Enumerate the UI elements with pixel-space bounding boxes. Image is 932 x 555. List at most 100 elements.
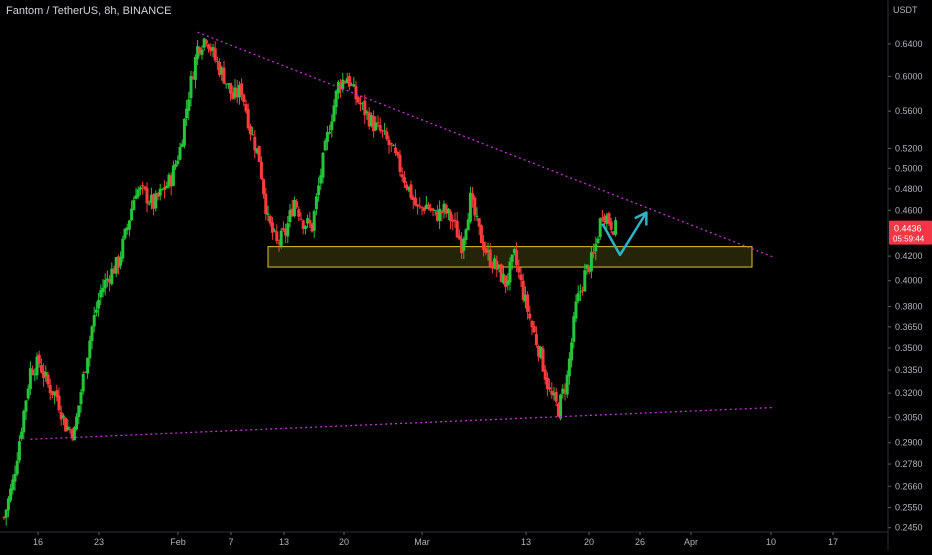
candle-body <box>372 116 376 132</box>
candle-body <box>343 81 347 83</box>
candle <box>233 79 237 100</box>
candle-body <box>422 207 426 212</box>
candle <box>209 43 213 57</box>
price-tick-label: 0.4000 <box>895 276 923 286</box>
price-tick-label: 0.4200 <box>895 251 923 261</box>
candle-body <box>583 270 587 292</box>
price-tick-label: 0.2900 <box>895 438 923 448</box>
candle <box>145 182 149 213</box>
candle-body <box>259 161 263 179</box>
candle-body <box>477 218 481 227</box>
candle-body <box>457 235 461 240</box>
candle-body <box>400 174 404 178</box>
candle-body <box>495 260 499 270</box>
candle-body <box>105 278 109 281</box>
candle <box>380 129 384 138</box>
candle-body <box>402 177 406 184</box>
candle-body <box>103 279 107 289</box>
candle-body <box>438 208 442 221</box>
candle-body <box>46 374 50 385</box>
candle <box>556 401 560 418</box>
candle <box>103 273 107 296</box>
candle <box>251 126 255 136</box>
time-tick-label: 26 <box>635 537 645 547</box>
candle <box>482 234 486 257</box>
time-tick-label: 16 <box>33 537 43 547</box>
candle-body <box>37 354 41 364</box>
candle-body <box>611 231 615 235</box>
candle-body <box>332 105 336 122</box>
candle <box>526 291 530 320</box>
candle-body <box>567 358 571 377</box>
candle <box>182 118 186 149</box>
candle <box>169 172 173 196</box>
candle <box>176 155 180 166</box>
time-tick-label: 13 <box>521 537 531 547</box>
candle <box>581 286 585 296</box>
candle <box>592 243 596 259</box>
candle-body <box>464 229 468 241</box>
candle-body <box>15 460 19 475</box>
price-tick-label: 0.2550 <box>895 503 923 513</box>
candle-body <box>279 230 283 246</box>
candle-body <box>321 152 325 178</box>
candle-body <box>127 220 131 230</box>
candle-body <box>405 184 409 189</box>
price-tick-label: 0.5000 <box>895 163 923 173</box>
candle <box>517 259 521 279</box>
candle <box>284 223 288 243</box>
candle-body <box>136 189 140 197</box>
candle-body <box>22 410 26 433</box>
candle-body <box>424 204 428 210</box>
candle <box>121 235 125 263</box>
candle-body <box>171 165 175 186</box>
candle <box>378 117 382 134</box>
ascending-support-trendline <box>30 406 775 440</box>
candle-body <box>451 219 455 222</box>
candle-body <box>556 403 560 417</box>
candle <box>240 78 244 101</box>
candle-body <box>460 238 464 254</box>
candle-body <box>545 377 549 389</box>
candle-body <box>33 374 37 376</box>
candle-body <box>187 99 191 111</box>
price-tick-label: 0.3800 <box>895 302 923 312</box>
candle <box>387 135 391 154</box>
candle-body <box>376 122 380 124</box>
candle <box>545 372 549 396</box>
candle <box>53 391 57 405</box>
candle <box>57 387 61 413</box>
candle-body <box>552 393 556 396</box>
candle <box>297 206 301 222</box>
candle <box>314 193 318 216</box>
candle-body <box>587 266 591 273</box>
candle-body <box>468 192 472 222</box>
candle-body <box>125 227 129 231</box>
candle-body <box>231 92 235 100</box>
candle <box>211 43 215 58</box>
candle-body <box>352 84 356 87</box>
candle <box>125 223 129 235</box>
candle <box>479 224 483 244</box>
candle <box>330 114 334 138</box>
candle-body <box>548 387 552 390</box>
price-tick-label: 0.5200 <box>895 144 923 154</box>
candle-body <box>508 261 512 283</box>
candle <box>402 171 406 189</box>
candle <box>229 82 233 101</box>
candle <box>4 509 8 526</box>
price-tick-label: 0.3350 <box>895 365 923 375</box>
candle <box>493 255 497 270</box>
candle-body <box>378 124 382 131</box>
candle <box>347 72 351 91</box>
candle <box>537 344 541 362</box>
candle <box>119 251 123 270</box>
candle-body <box>561 388 565 394</box>
candle <box>242 93 246 107</box>
candle-body <box>609 221 613 230</box>
price-tick-label: 0.4600 <box>895 205 923 215</box>
candle <box>66 419 70 432</box>
candle-body <box>319 175 323 184</box>
